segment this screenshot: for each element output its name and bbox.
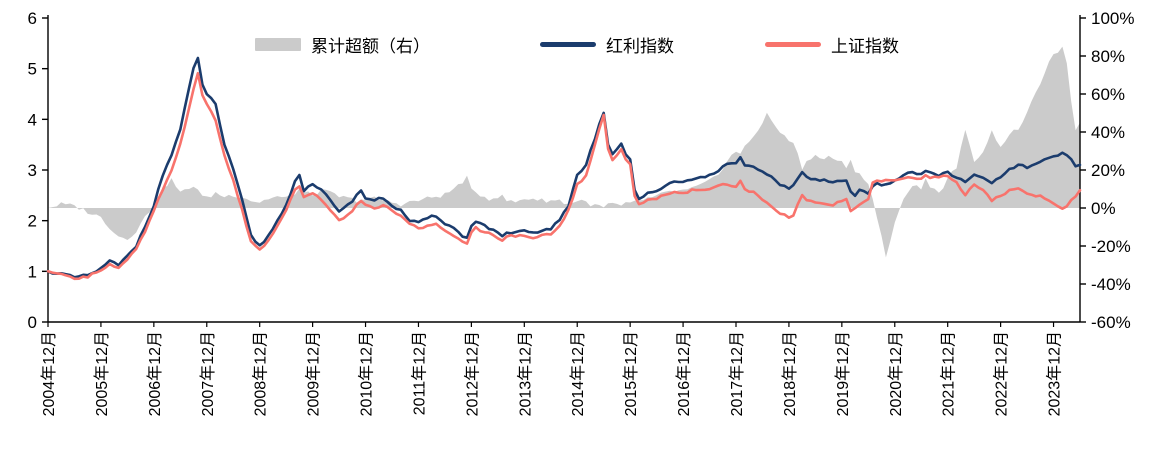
x-axis-tick-label: 2023年12月 <box>1046 331 1064 416</box>
left-axis-tick-label: 1 <box>28 262 37 281</box>
x-axis-tick-label: 2019年12月 <box>834 331 852 416</box>
x-axis-tick-label: 2018年12月 <box>781 331 799 416</box>
x-axis-tick-label: 2021年12月 <box>940 331 958 416</box>
right-axis-tick-label: -40% <box>1091 275 1131 294</box>
right-axis-tick-label: 0% <box>1091 199 1116 218</box>
x-axis-tick-label: 2012年12月 <box>463 331 481 416</box>
right-axis-tick-label: -20% <box>1091 237 1131 256</box>
left-axis-tick-label: 0 <box>28 313 37 332</box>
x-axis-tick-label: 2016年12月 <box>675 331 693 416</box>
right-axis-tick-label: 60% <box>1091 85 1125 104</box>
x-axis-tick-label: 2022年12月 <box>993 331 1011 416</box>
right-axis-tick-label: 40% <box>1091 123 1125 142</box>
right-axis-tick-label: 100% <box>1091 9 1134 28</box>
x-axis-tick-label: 2017年12月 <box>728 331 746 416</box>
left-axis-tick-label: 3 <box>28 161 37 180</box>
dividend-index-line-series <box>46 56 1082 279</box>
right-axis-tick-label: 20% <box>1091 161 1125 180</box>
left-axis-tick-label: 6 <box>28 9 37 28</box>
left-axis-tick-label: 5 <box>28 60 37 79</box>
x-axis-tick-label: 2010年12月 <box>358 331 376 416</box>
x-axis-tick-label: 2013年12月 <box>516 331 534 416</box>
x-axis-tick-label: 2007年12月 <box>199 331 217 416</box>
left-axis-tick-label: 2 <box>28 212 37 231</box>
right-axis-tick-label: -60% <box>1091 313 1131 332</box>
x-axis-tick-label: 2015年12月 <box>622 331 640 416</box>
sse-index-line-series <box>46 71 1082 281</box>
right-axis-tick-label: 80% <box>1091 47 1125 66</box>
x-axis-tick-label: 2004年12月 <box>40 331 58 416</box>
x-axis-tick-label: 2014年12月 <box>569 331 587 416</box>
x-axis-tick-label: 2005年12月 <box>93 331 111 416</box>
x-axis-tick-label: 2008年12月 <box>252 331 270 416</box>
x-axis-tick-label: 2009年12月 <box>305 331 323 416</box>
x-axis-tick-label: 2006年12月 <box>146 331 164 416</box>
left-axis-tick-label: 4 <box>28 110 37 129</box>
excess-area-series <box>48 46 1080 258</box>
x-axis-tick-label: 2011年12月 <box>411 331 429 415</box>
x-axis-tick-label: 2020年12月 <box>887 331 905 416</box>
